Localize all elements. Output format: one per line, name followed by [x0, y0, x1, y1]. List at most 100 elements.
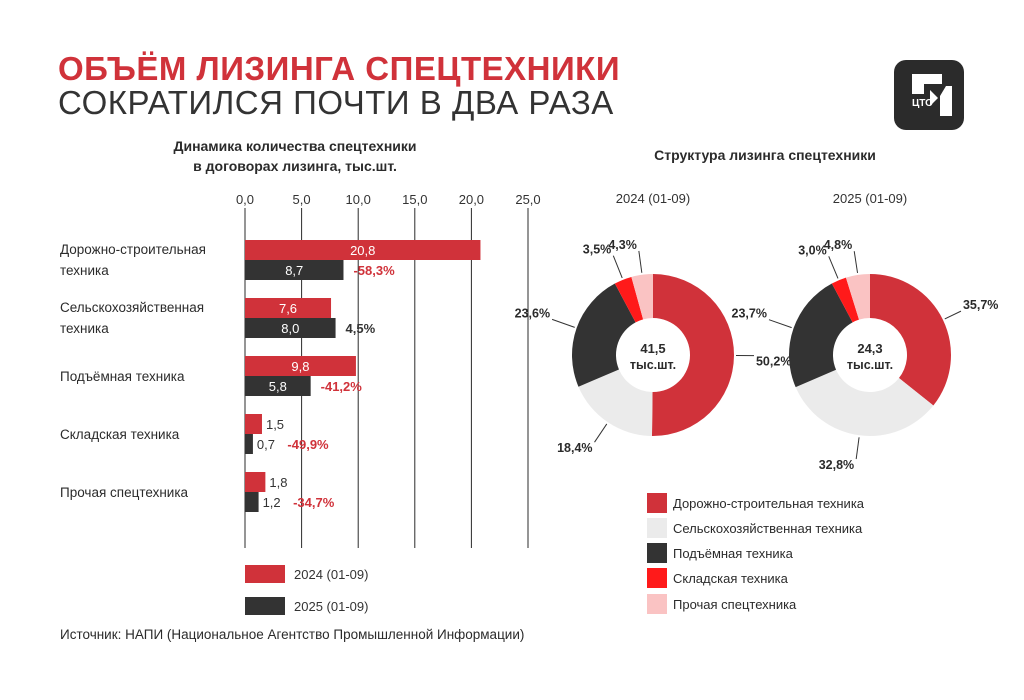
- bar-2024: [245, 298, 332, 318]
- bar-value-label: 5,8: [269, 379, 287, 394]
- donut-legend-label: Сельскохозяйственная техника: [673, 521, 863, 536]
- bar-chart-title-line-1: Динамика количества спецтехники: [173, 138, 417, 154]
- bar-2024: [245, 472, 266, 492]
- category-label: Сельскохозяйственная: [60, 300, 204, 315]
- slice-percent-label: 32,8%: [819, 458, 854, 472]
- donut-slice: [870, 274, 951, 406]
- leader-line: [853, 251, 859, 274]
- change-label: -34,7%: [293, 495, 335, 510]
- category-label: техника: [60, 321, 109, 336]
- change-label: -49,9%: [287, 437, 329, 452]
- leader-line: [612, 255, 623, 279]
- bar-2025: [245, 260, 344, 280]
- donut-center-value: 41,5: [640, 341, 665, 356]
- bar-2024: [245, 356, 356, 376]
- leader-line: [768, 319, 792, 329]
- slice-percent-label: 3,0%: [798, 243, 827, 257]
- bar-value-label: 7,6: [279, 301, 297, 316]
- donut-legend-label: Прочая спецтехника: [673, 597, 797, 612]
- donut-slice: [795, 369, 934, 437]
- donut-center-unit: тыс.шт.: [847, 358, 893, 372]
- category-label: Подъёмная техника: [60, 369, 185, 384]
- category-label: Дорожно-строительная: [60, 242, 206, 257]
- bar-2024: [245, 414, 262, 434]
- category-label: Прочая спецтехника: [60, 485, 189, 500]
- slice-percent-label: 23,6%: [515, 306, 550, 320]
- bar-2025: [245, 376, 311, 396]
- bar-value-label: 8,0: [281, 321, 299, 336]
- cto-logo: ЦТО: [894, 60, 964, 130]
- x-tick-label: 15,0: [402, 192, 427, 207]
- donut-legend-swatch: [647, 518, 667, 538]
- category-label: Складская техника: [60, 427, 180, 442]
- slice-percent-label: 50,2%: [756, 355, 791, 369]
- category-label: техника: [60, 263, 109, 278]
- donut-slice: [631, 274, 653, 320]
- donut-legend-label: Складская техника: [673, 571, 789, 586]
- donut-year-label: 2024 (01-09): [616, 191, 690, 206]
- donut-legend-swatch: [647, 594, 667, 614]
- leader-line: [828, 256, 839, 279]
- legend-swatch: [245, 597, 285, 615]
- bar-2025: [245, 492, 259, 512]
- donut-slice: [788, 283, 853, 388]
- donut-slice: [831, 277, 860, 323]
- donut-legend-label: Подъёмная техника: [673, 546, 794, 561]
- bar-chart-title-line-2: в договорах лизинга, тыс.шт.: [193, 158, 397, 174]
- bar-value-label: 8,7: [285, 263, 303, 278]
- donut-center-unit: тыс.шт.: [630, 358, 676, 372]
- donut-legend-swatch: [647, 543, 667, 563]
- donut-legend-swatch: [647, 493, 667, 513]
- logo-text: ЦТО: [912, 98, 933, 109]
- donut-legend-label: Дорожно-строительная техника: [673, 496, 865, 511]
- bar-value-label: 1,8: [269, 475, 287, 490]
- change-label: 4,5%: [346, 321, 376, 336]
- leader-line: [855, 437, 860, 460]
- bar-value-label: 9,8: [291, 359, 309, 374]
- legend-label: 2024 (01-09): [294, 567, 368, 582]
- leader-line: [638, 250, 643, 273]
- title-line-1: ОБЪЁМ ЛИЗИНГА СПЕЦТЕХНИКИ: [58, 50, 621, 87]
- bar-value-label: 0,7: [257, 437, 275, 452]
- x-tick-label: 0,0: [236, 192, 254, 207]
- donut-slice: [845, 274, 870, 320]
- bar-value-label: 20,8: [350, 243, 375, 258]
- cto-logo-icon: [912, 74, 952, 116]
- bar-2025: [245, 434, 253, 454]
- x-tick-label: 25,0: [515, 192, 540, 207]
- source-note: Источник: НАПИ (Национальное Агентство П…: [60, 627, 525, 642]
- donut-slice: [572, 283, 636, 387]
- bar-value-label: 1,5: [266, 417, 284, 432]
- donut-legend-swatch: [647, 568, 667, 588]
- donut-slice: [614, 276, 644, 323]
- leader-line: [944, 310, 962, 320]
- slice-percent-label: 23,7%: [732, 307, 767, 321]
- leader-line: [594, 423, 608, 443]
- legend-swatch: [245, 565, 285, 583]
- slice-percent-label: 4,8%: [824, 238, 853, 252]
- slice-percent-label: 4,3%: [608, 238, 637, 252]
- slice-percent-label: 35,7%: [963, 298, 998, 312]
- bar-2024: [245, 240, 481, 260]
- bar-chart-title: Динамика количества спецтехники в догово…: [140, 136, 450, 176]
- donut-chart-title: Структура лизинга спецтехники: [654, 147, 876, 163]
- x-tick-label: 20,0: [459, 192, 484, 207]
- change-label: -41,2%: [321, 379, 363, 394]
- donut-slice: [578, 369, 653, 436]
- bar-2025: [245, 318, 336, 338]
- slice-percent-label: 18,4%: [557, 441, 592, 455]
- donut-center-value: 24,3: [857, 341, 882, 356]
- x-tick-label: 5,0: [293, 192, 311, 207]
- title-line-2: СОКРАТИЛСЯ ПОЧТИ В ДВА РАЗА: [58, 84, 614, 121]
- change-label: -58,3%: [353, 263, 395, 278]
- legend-label: 2025 (01-09): [294, 599, 368, 614]
- bar-value-label: 1,2: [263, 495, 281, 510]
- donut-year-label: 2025 (01-09): [833, 191, 907, 206]
- x-tick-label: 10,0: [346, 192, 371, 207]
- slice-percent-label: 3,5%: [583, 243, 612, 257]
- leader-line: [551, 318, 575, 328]
- donut-slice: [651, 274, 735, 437]
